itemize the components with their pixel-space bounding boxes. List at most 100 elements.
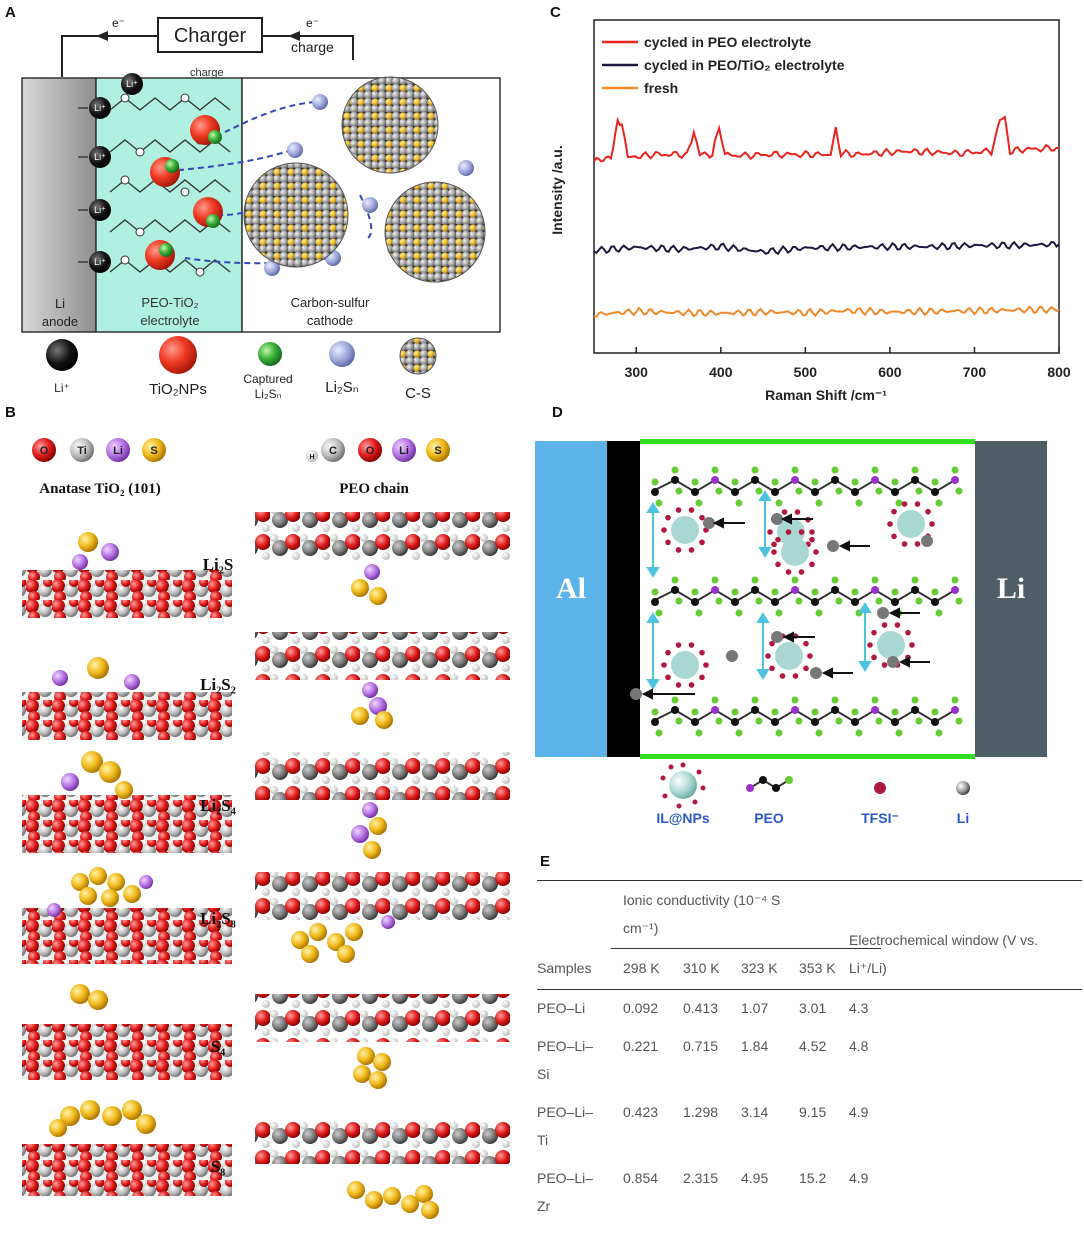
charger-label: Charger	[174, 25, 247, 47]
panel-label-c: C	[550, 4, 561, 21]
svg-text:S₄: S₄	[211, 1037, 226, 1056]
series-line-1	[593, 240, 1060, 256]
legend-li: Li⁺	[54, 381, 70, 395]
header-group-1: Ionic conductivity (10⁻⁴ S	[623, 892, 781, 908]
x-axis-label: Raman Shift /cm⁻¹	[765, 387, 887, 403]
svg-text:S₈: S₈	[211, 1157, 226, 1176]
cathode-label-1: Carbon-sulfur	[291, 295, 370, 310]
black-layer	[607, 441, 640, 757]
series-line-0	[593, 115, 1060, 163]
species-label: Li₂S	[203, 555, 234, 574]
svg-text:Li₂S₈: Li₂S₈	[200, 909, 236, 928]
li-ion	[771, 513, 783, 525]
element-legend-right	[306, 438, 450, 462]
charge-label: charge	[291, 39, 334, 55]
chart-legend: cycled in PEO electrolyte cycled in PEO/T…	[602, 34, 845, 96]
legend-peo: PEO	[754, 810, 784, 826]
cell-legend	[660, 762, 970, 809]
li-ion	[630, 688, 642, 700]
row-s4: S₄	[22, 984, 510, 1089]
x-tick-label: 700	[963, 364, 987, 380]
anatase-title: Anatase TiO₂ (101)	[39, 481, 160, 497]
raman-chart: 300 400 500 600 700 800 cycled in PEO electro…	[549, 19, 1071, 403]
svg-text:Li₂S₂: Li₂S₂	[200, 675, 236, 694]
row-li2s: Li₂S	[22, 512, 510, 618]
header-window-1: Electrochemical window (V vs.	[849, 932, 1039, 948]
anode-label-1: Li	[55, 296, 65, 311]
carbon-sulfur-clusters	[243, 76, 486, 283]
battery-schematic: Charger e⁻ e⁻ charge Li anode PEO-TiO₂ e…	[21, 16, 501, 402]
li-anode	[21, 77, 97, 333]
element-legend-left	[32, 438, 166, 462]
svg-text:O: O	[40, 445, 49, 457]
il-nanoparticle	[781, 538, 809, 566]
charger-box	[157, 17, 263, 53]
legend-tfsi: TFSI⁻	[861, 810, 899, 826]
adsorption-structures: O Ti Li S Anatase TiO₂ (101) H C O Li S …	[22, 438, 510, 1219]
svg-text:Li⁺: Li⁺	[126, 79, 138, 89]
svg-text:C: C	[329, 445, 337, 457]
il-nanoparticle	[671, 651, 699, 679]
al-current-collector	[535, 441, 607, 757]
li-ion	[877, 607, 889, 619]
legend-captured-2: Li₂Sₙ	[255, 387, 282, 401]
header-samples: Samples	[537, 960, 592, 976]
li-metal	[975, 441, 1047, 757]
svg-text:Li⁺: Li⁺	[94, 257, 106, 267]
legend-li2sn: Li₂Sₙ	[325, 379, 359, 396]
svg-text:H: H	[309, 454, 314, 461]
svg-text:Ti: Ti	[77, 445, 87, 457]
svg-text:S: S	[434, 445, 441, 457]
row-li2s2: Li₂S₂	[22, 632, 510, 740]
legend-entry: cycled in PEO/TiO₂ electrolyte	[644, 57, 845, 73]
header-group-2: cm⁻¹)	[623, 920, 659, 936]
svg-text:Li: Li	[113, 445, 123, 457]
anode-label-2: anode	[42, 314, 78, 329]
li-ion	[726, 650, 738, 662]
il-nanoparticle	[877, 631, 905, 659]
legend-li: Li	[957, 810, 969, 826]
captured-polysulfides	[159, 130, 222, 257]
header-298k: 298 K	[623, 960, 660, 976]
x-tick-label: 300	[625, 364, 649, 380]
charge-small-label: charge	[190, 67, 224, 79]
legend-ilnps: IL@NPs	[656, 810, 710, 826]
panel-label-e: E	[540, 853, 551, 870]
schematic-legend	[46, 336, 437, 375]
svg-text:O: O	[366, 445, 375, 457]
li-ion	[827, 540, 839, 552]
x-tick-label: 600	[878, 364, 902, 380]
svg-text:Li⁺: Li⁺	[94, 205, 106, 215]
legend-entry: fresh	[644, 80, 678, 96]
al-label: Al	[556, 572, 586, 605]
svg-text:Li₂S₄: Li₂S₄	[200, 796, 236, 815]
legend-captured-1: Captured	[243, 372, 292, 386]
panel-label-b: B	[5, 404, 16, 421]
panel-label-d: D	[552, 404, 563, 421]
li-ion	[921, 535, 933, 547]
row-li2s4: Li₂S₄	[22, 751, 510, 859]
y-axis-label: Intensity /a.u.	[549, 145, 565, 234]
svg-text:S: S	[150, 445, 157, 457]
electrolyte-label-1: PEO-TiO₂	[141, 295, 198, 310]
legend-tio2: TiO₂NPs	[149, 381, 207, 398]
header-353k: 353 K	[799, 960, 836, 976]
li-ions	[89, 73, 143, 273]
x-tick-label: 500	[794, 364, 818, 380]
cell-schematic: Al Li IL@NPs PEO TFSI⁻	[535, 439, 1047, 826]
peo-title: PEO chain	[339, 481, 409, 497]
header-323k: 323 K	[741, 960, 778, 976]
svg-text:Li⁺: Li⁺	[94, 152, 106, 162]
il-nanoparticle	[775, 642, 803, 670]
panel-label-a: A	[5, 4, 16, 21]
cathode-label-2: cathode	[307, 313, 353, 328]
svg-text:Li: Li	[399, 445, 409, 457]
x-tick-label: 800	[1047, 364, 1071, 380]
row-s8: S₈	[22, 1100, 510, 1219]
li-ion	[810, 667, 822, 679]
svg-text:Li⁺: Li⁺	[94, 103, 106, 113]
row-li2s8: Li₂S₈	[22, 867, 510, 964]
il-nanoparticle	[671, 516, 699, 544]
li-ion	[887, 656, 899, 668]
li-ion	[703, 517, 715, 529]
